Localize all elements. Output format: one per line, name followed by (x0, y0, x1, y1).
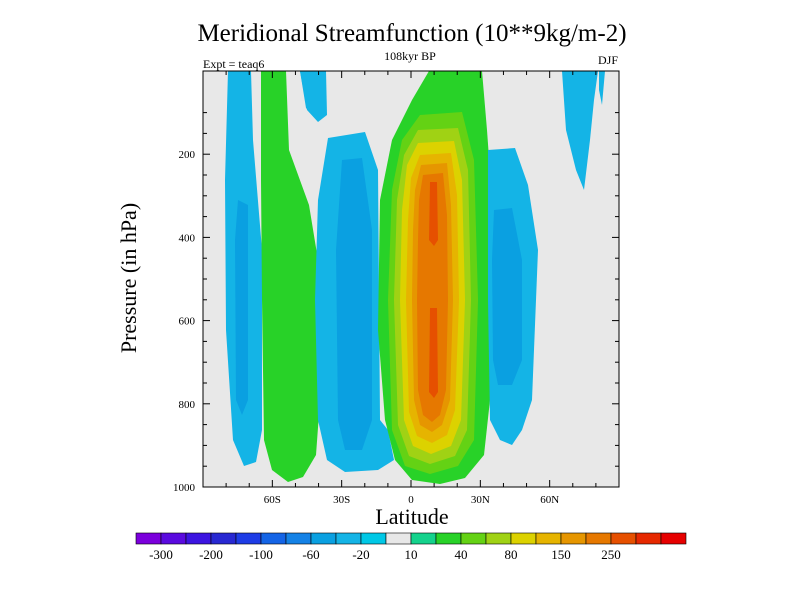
y-tick-label: 600 (179, 316, 196, 328)
contour-sh-hadley-inner (336, 158, 372, 450)
contour-sh-ferrel (261, 71, 320, 482)
colorbar-swatch (135, 532, 162, 545)
colorbar-label: 250 (601, 547, 621, 562)
colorbar-swatch (235, 532, 262, 545)
colorbar-label: -60 (302, 547, 319, 562)
colorbar-swatch (460, 532, 487, 545)
colorbar-swatch (635, 532, 662, 545)
colorbar-label: -300 (149, 547, 173, 562)
x-tick-label: 30S (333, 494, 350, 506)
colorbar: -300 -200 -100 -60 -20 10 40 80 150 250 (135, 532, 687, 562)
colorbar-swatch (610, 532, 637, 545)
x-tick-label: 30N (471, 494, 490, 506)
y-tick-label: 800 (179, 399, 196, 411)
colorbar-label: -20 (352, 547, 369, 562)
colorbar-swatch (335, 532, 362, 545)
colorbar-label: 80 (505, 547, 518, 562)
colorbar-swatch (535, 532, 562, 545)
contour-hadley-max-lower (429, 308, 438, 398)
colorbar-swatch (185, 532, 212, 545)
x-axis-label: Latitude (375, 504, 448, 529)
colorbar-swatch (210, 532, 237, 545)
y-tick-label: 400 (179, 232, 196, 244)
colorbar-swatch (585, 532, 612, 545)
x-tick-label: 0 (408, 494, 414, 506)
contour-nh-polar-sliver (599, 71, 605, 105)
colorbar-swatch (285, 532, 312, 545)
colorbar-swatch (385, 532, 412, 545)
contour-hadley-c7 (417, 173, 448, 422)
colorbar-swatch (160, 532, 187, 545)
colorbar-swatch (310, 532, 337, 545)
experiment-label: Expt = teaq6 (203, 57, 264, 71)
contour-nh-ferrel-inner (492, 208, 522, 385)
contour-nh-polar-right (562, 71, 598, 190)
colorbar-swatch (360, 532, 387, 545)
y-tick-label: 1000 (173, 482, 196, 494)
contour-hadley-max-upper (429, 182, 438, 246)
chart-subtitle: 108kyr BP (384, 49, 436, 63)
season-label: DJF (598, 53, 618, 67)
colorbar-swatch (260, 532, 287, 545)
colorbar-label: 150 (551, 547, 571, 562)
plot-area: 60S 30S 0 30N 60N 200 400 600 800 1000 (173, 70, 620, 506)
colorbar-swatch (410, 532, 437, 545)
chart-title: Meridional Streamfunction (10**9kg/m-2) (197, 20, 626, 47)
contour-top-left-blob (300, 71, 327, 122)
colorbar-label: -100 (249, 547, 273, 562)
colorbar-swatch (510, 532, 537, 545)
y-tick-label: 200 (179, 149, 196, 161)
colorbar-swatch (485, 532, 512, 545)
colorbar-label: -200 (199, 547, 223, 562)
x-tick-label: 60N (540, 494, 559, 506)
colorbar-swatch (560, 532, 587, 545)
colorbar-swatch (660, 532, 687, 545)
x-tick-label: 60S (264, 494, 281, 506)
y-axis-label: Pressure (in hPa) (116, 203, 141, 353)
axis-ticks: 60S 30S 0 30N 60N 200 400 600 800 1000 (173, 71, 619, 506)
colorbar-label: 10 (405, 547, 418, 562)
colorbar-swatch (435, 532, 462, 545)
contour-sh-polar-inner (235, 200, 248, 415)
contour-fill (225, 71, 605, 484)
colorbar-label: 40 (455, 547, 468, 562)
